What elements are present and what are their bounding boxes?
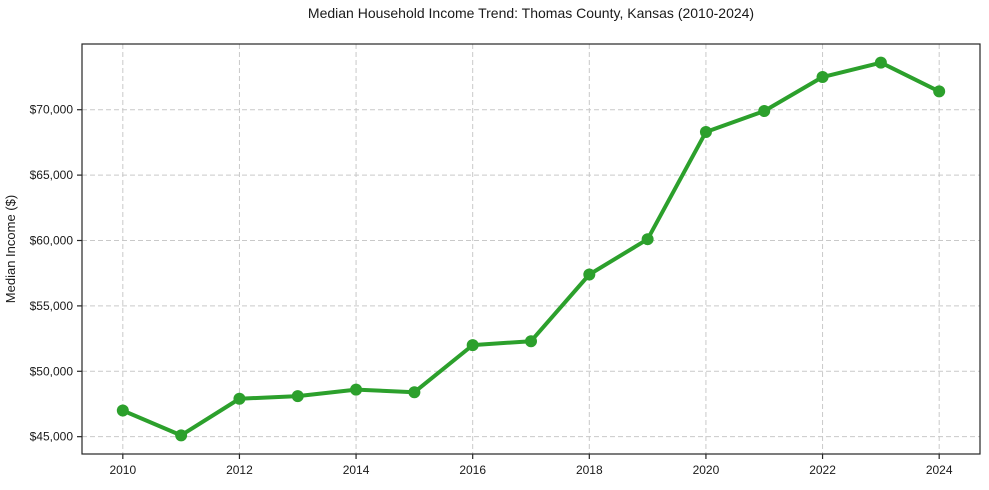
- data-point-2021: [758, 105, 771, 118]
- data-point-2012: [233, 392, 246, 405]
- x-tick-label: 2016: [459, 463, 486, 477]
- data-point-2013: [291, 390, 304, 403]
- y-tick-label: $50,000: [30, 364, 74, 378]
- axes: 2010 2012 2014 2016 2018 2020 2022 2024 $45,000 $…: [30, 43, 981, 477]
- data-point-2019: [641, 233, 654, 246]
- trend-line: [120, 60, 942, 438]
- data-point-2016: [466, 339, 479, 352]
- data-point-2022: [816, 71, 829, 84]
- data-point-2015: [408, 386, 421, 399]
- x-tick-label: 2012: [226, 463, 253, 477]
- data-point-2010: [116, 404, 129, 417]
- x-tick-label: 2022: [809, 463, 836, 477]
- data-point-2017: [525, 335, 537, 348]
- y-tick-label: $60,000: [30, 233, 74, 247]
- data-point-2020: [699, 125, 712, 138]
- plot-border: [81, 43, 981, 455]
- y-tick-label: $55,000: [30, 299, 74, 313]
- y-tick-label: $65,000: [30, 168, 74, 182]
- data-point-2024: [933, 85, 946, 98]
- x-tick-label: 2014: [343, 463, 370, 477]
- x-tick-label: 2018: [576, 463, 603, 477]
- data-point-2018: [583, 268, 596, 281]
- data-point-2014: [350, 383, 363, 396]
- gridlines: [82, 44, 980, 454]
- data-point-2011: [175, 429, 188, 442]
- chart-title: Median Household Income Trend: Thomas Co…: [308, 5, 754, 21]
- data-series: [116, 56, 946, 442]
- y-axis-label: Median Income ($): [3, 195, 18, 303]
- y-tick-label: $45,000: [30, 430, 74, 444]
- y-tick-label: $70,000: [30, 103, 74, 117]
- x-tick-label: 2020: [693, 463, 720, 477]
- x-tick-label: 2024: [926, 463, 953, 477]
- x-tick-label: 2010: [109, 463, 136, 477]
- data-point-2023: [874, 56, 887, 69]
